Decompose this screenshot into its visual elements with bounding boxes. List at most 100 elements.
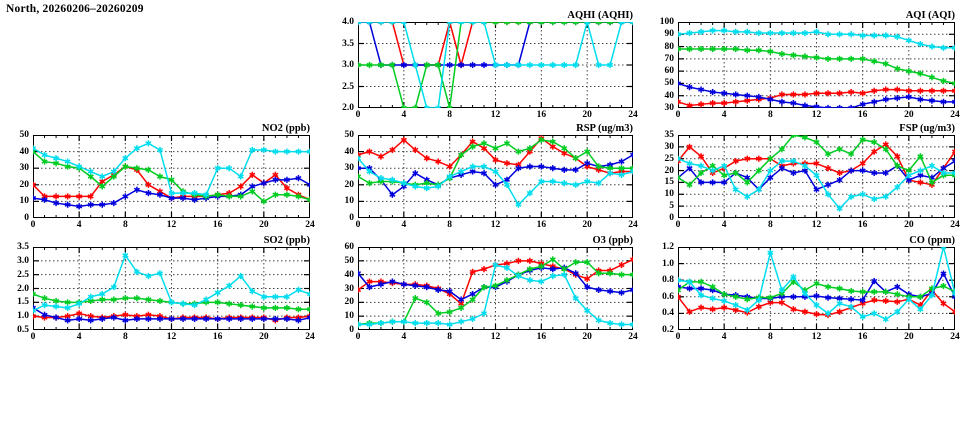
y-tick-label: 50 [344,130,355,140]
panel-so2: SO2 (ppb) 0.5 1.0 1.5 2.0 2.5 3.0 3.5 0 4 8 12 16 20… [17,235,315,342]
y-tick-label: 0.5 [17,325,29,335]
x-tick-label: 8 [122,332,128,342]
y-tick-label: 3.0 [342,60,354,70]
y-tick-label: 20 [344,179,355,190]
y-tick-label: 10 [344,311,355,322]
x-tick-label: 24 [950,110,960,120]
y-tick-label: 30 [344,283,355,294]
x-tick-label: 0 [355,110,361,120]
x-tick-label: 0 [675,220,681,230]
panel-rsp: RSP (ug/m3) 0 10 20 30 40 50 0 4 8 12 16 20 24 [345,123,638,230]
x-tick-label: 12 [166,332,177,342]
y-tick-label: 15 [664,177,675,188]
y-tick-label: 3.0 [17,255,29,266]
x-tick-label: 24 [950,332,960,342]
x-tick-label: 16 [212,220,223,230]
y-tick-label: 40 [344,146,355,157]
plot-area [358,135,633,218]
x-tick-label: 4 [401,220,407,230]
x-tick-label: 16 [536,220,547,230]
x-tick-label: 12 [166,220,177,230]
y-tick-label: 1.0 [662,258,674,269]
y-tick-label: 25 [664,153,675,164]
y-tick-label: 20 [664,165,675,176]
plot-area [33,135,310,218]
y-tick-label: 50 [664,78,675,89]
x-tick-label: 24 [305,332,315,342]
x-tick-label: 12 [490,110,501,120]
x-tick-label: 0 [30,332,36,342]
y-tick-label: 3.5 [17,242,29,252]
plot-area [678,135,955,218]
x-tick-label: 20 [904,220,914,230]
x-tick-label: 20 [582,110,592,120]
y-tick-label: 4.0 [342,17,354,27]
panel-co: CO (ppm) 0.2 0.4 0.6 0.8 1.0 1.2 0 4 8 12 16 20 24 [662,235,960,342]
x-tick-label: 4 [721,110,727,120]
y-tick-label: 10 [664,189,675,200]
y-tick-label: 70 [664,53,675,64]
plot-area [358,247,633,330]
x-tick-label: 12 [811,110,822,120]
y-tick-label: 30 [344,163,355,174]
y-tick-label: 30 [19,163,30,174]
y-tick-label: 2.0 [342,103,354,113]
y-tick-label: 100 [659,17,674,27]
y-tick-label: 0.6 [662,291,674,302]
x-tick-label: 0 [355,220,361,230]
x-tick-label: 24 [305,220,315,230]
y-tick-label: 35 [664,130,675,140]
x-tick-label: 8 [447,220,453,230]
x-tick-label: 16 [212,332,223,342]
y-tick-label: 30 [664,103,675,113]
y-tick-label: 2.5 [342,81,354,92]
panel-title-no2: NO2 (ppb) [261,123,310,134]
y-tick-label: 1.5 [17,297,29,308]
x-tick-label: 24 [950,220,960,230]
y-tick-label: 0 [349,213,354,223]
x-tick-label: 20 [582,332,592,342]
plot-area [33,247,310,330]
x-tick-label: 4 [721,220,727,230]
panel-title-rsp: RSP (ug/m3) [576,123,633,134]
x-tick-label: 8 [447,332,453,342]
x-tick-label: 4 [401,110,407,120]
y-tick-label: 2.5 [17,269,29,280]
y-tick-label: 50 [19,130,30,140]
x-tick-label: 12 [811,220,822,230]
y-tick-label: 1.2 [662,242,674,252]
panel-title-so2: SO2 (ppb) [263,235,310,246]
x-tick-label: 20 [904,332,914,342]
panel-aqi: AQI (AQI) 30 40 50 60 70 80 90 100 0 4 8 12 16 20 24 [660,10,960,120]
page-title: North, 20260206–20260209 [6,3,144,15]
x-tick-label: 12 [490,332,501,342]
x-tick-label: 8 [767,220,773,230]
x-tick-label: 16 [536,110,547,120]
x-tick-label: 4 [76,220,82,230]
x-tick-label: 0 [675,332,681,342]
panel-fsp: FSP (ug/m3) 0 5 10 15 20 25 30 35 0 4 8 12 16 20 24 [665,123,960,230]
y-tick-label: 60 [344,242,355,252]
y-tick-label: 50 [344,255,355,266]
x-tick-label: 20 [259,220,269,230]
x-tick-label: 24 [628,110,638,120]
x-tick-label: 4 [721,332,727,342]
plot-area [678,247,955,330]
y-tick-label: 2.0 [17,283,29,294]
panel-no2: NO2 (ppb) 0 10 20 30 40 50 0 4 8 12 16 20 24 [20,123,315,230]
x-tick-label: 16 [857,110,868,120]
x-tick-label: 0 [675,110,681,120]
panel-title-aqhi: AQHI (AQHI) [567,10,633,21]
y-tick-label: 0 [24,213,29,223]
x-tick-label: 8 [122,220,128,230]
x-tick-label: 8 [767,332,773,342]
plot-area [678,22,955,108]
y-tick-label: 10 [344,196,355,207]
x-tick-label: 4 [76,332,82,342]
panel-title-fsp: FSP (ug/m3) [899,123,955,134]
x-tick-label: 24 [628,220,638,230]
y-tick-label: 20 [344,297,355,308]
y-tick-label: 20 [19,179,30,190]
x-tick-label: 20 [904,110,914,120]
panel-title-co: CO (ppm) [909,235,955,246]
